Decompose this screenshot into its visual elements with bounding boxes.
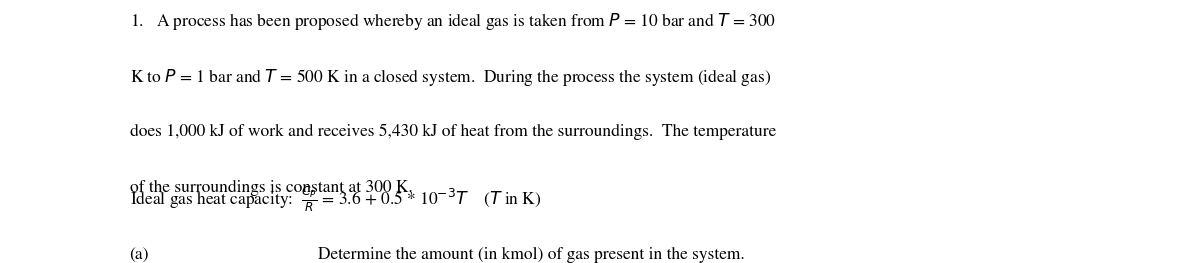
Text: 1.   A process has been proposed whereby an ideal gas is taken from $P$ = 10 bar: 1. A process has been proposed whereby a… <box>130 11 776 32</box>
Text: (a): (a) <box>130 247 149 263</box>
Text: K to $P$ = 1 bar and $T$ = 500 K in a closed system.  During the process the sys: K to $P$ = 1 bar and $T$ = 500 K in a cl… <box>130 67 770 88</box>
Text: Determine the amount (in kmol) of gas present in the system.: Determine the amount (in kmol) of gas pr… <box>318 247 745 263</box>
Text: of the surroundings is constant at 300 K.: of the surroundings is constant at 300 K… <box>130 180 413 196</box>
Text: does 1,000 kJ of work and receives 5,430 kJ of heat from the surroundings.  The : does 1,000 kJ of work and receives 5,430… <box>130 124 776 140</box>
Text: Ideal gas heat capacity:  $\frac{C_P}{R}$ = 3.6 + 0.5 * 10$^{-3}$$T$    ($T$ in : Ideal gas heat capacity: $\frac{C_P}{R}$… <box>130 184 541 214</box>
